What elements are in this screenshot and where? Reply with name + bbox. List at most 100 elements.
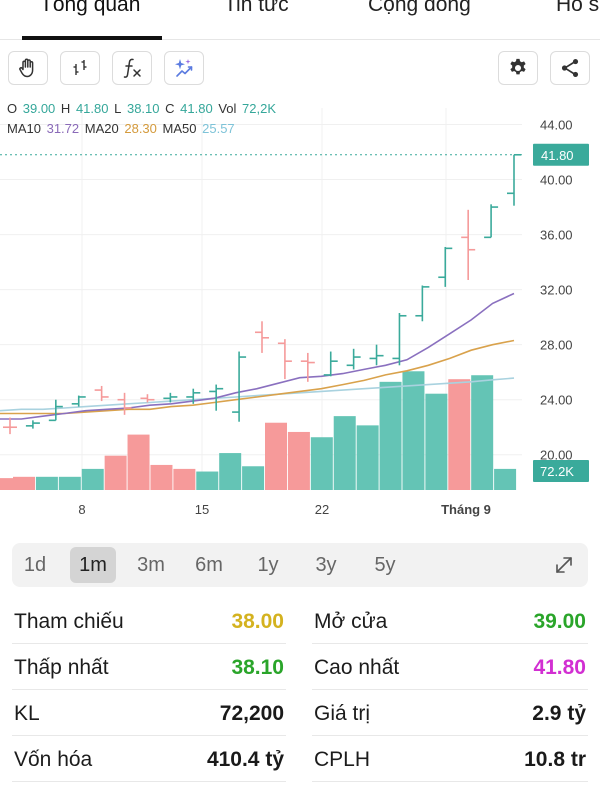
volume-bar xyxy=(448,379,471,490)
x-tick-label: 8 xyxy=(78,502,85,517)
volume-bar xyxy=(196,471,219,490)
stat-value: 38.10 xyxy=(231,656,284,679)
stat-label: Mở cửa xyxy=(314,610,388,633)
gear-icon xyxy=(510,58,526,75)
volume-bar xyxy=(242,466,265,490)
open-label: O xyxy=(7,101,18,116)
low-value: 38.10 xyxy=(126,101,160,116)
range-5y[interactable]: 5y xyxy=(374,553,396,576)
last-volume-label: 72.2K xyxy=(540,464,574,479)
ma50-value: 25.57 xyxy=(202,121,235,136)
volume-bar xyxy=(402,371,425,490)
stat-label: Tham chiếu xyxy=(14,610,124,633)
volume-bar xyxy=(173,468,196,490)
stat-value: 38.00 xyxy=(231,610,284,633)
active-tab-indicator xyxy=(22,36,162,40)
price-chart[interactable]: 44.00 40.00 36.00 32.00 28.00 24.00 20.00 41.80… xyxy=(0,98,600,528)
stat-open-price: Mở cửa 39.00 xyxy=(312,598,588,644)
candle-type-button[interactable] xyxy=(60,51,100,85)
x-tick-label: 22 xyxy=(315,502,329,517)
ohlc-readout: O 39.00 H 41.80 L 38.10 C 41.80 Vol 72,2… xyxy=(7,101,278,116)
volume-bar xyxy=(471,375,494,490)
tab-news[interactable]: Tin tức xyxy=(224,0,289,16)
hand-tool-button[interactable] xyxy=(8,51,48,85)
ma50-label: MA50 xyxy=(162,121,197,136)
close-label: C xyxy=(165,101,175,116)
candle-type-icon xyxy=(73,60,87,75)
stat-label: Cao nhất xyxy=(314,656,400,679)
low-label: L xyxy=(114,101,122,116)
stat-label: KL xyxy=(14,702,40,725)
ma10-label: MA10 xyxy=(7,121,41,136)
y-tick-label: 44.00 xyxy=(540,118,573,133)
ai-sparkle-icon xyxy=(175,59,193,77)
range-1d[interactable]: 1d xyxy=(23,553,47,576)
ai-analysis-button[interactable] xyxy=(164,51,204,85)
stat-shares-outstanding: CPLH 10.8 tr xyxy=(312,736,588,782)
volume-bar xyxy=(219,453,242,490)
stat-value: 410.4 tỷ xyxy=(206,748,284,771)
close-value: 41.80 xyxy=(180,101,213,116)
stat-high-price: Cao nhất 41.80 xyxy=(312,644,588,690)
stat-market-cap: Vốn hóa 410.4 tỷ xyxy=(12,736,286,782)
last-price-label: 41.80 xyxy=(541,148,574,163)
chart-toolbar xyxy=(0,42,600,98)
volume-bar xyxy=(310,437,333,490)
last-volume-tag xyxy=(533,460,589,482)
fullscreen-button[interactable] xyxy=(552,553,576,577)
stat-value: 41.80 xyxy=(533,656,586,679)
range-3m[interactable]: 3m xyxy=(137,553,165,576)
volume-label: Vol xyxy=(218,101,237,116)
time-range-selector: 1d 1m 3m 6m 1y 3y 5y xyxy=(12,543,588,587)
share-button[interactable] xyxy=(550,51,590,85)
volume-bar xyxy=(150,464,173,490)
volume-bar xyxy=(287,431,310,490)
y-tick-label: 36.00 xyxy=(540,228,573,243)
high-value: 41.80 xyxy=(75,101,109,116)
tab-profile[interactable]: Hồ s xyxy=(556,0,600,16)
ma20-value: 28.30 xyxy=(124,121,157,136)
range-6m[interactable]: 6m xyxy=(195,553,223,576)
x-tick-label: Tháng 9 xyxy=(441,502,491,517)
volume-bar xyxy=(356,425,379,490)
share-icon xyxy=(561,59,579,77)
stat-value: 39.00 xyxy=(533,610,586,633)
range-1m[interactable]: 1m xyxy=(70,547,116,583)
volume-bar xyxy=(81,468,104,490)
stat-trade-value: Giá trị 2.9 tỷ xyxy=(312,690,588,736)
stat-label: Vốn hóa xyxy=(14,748,93,771)
volume-bar xyxy=(494,468,517,490)
stat-label: Thấp nhất xyxy=(14,656,109,679)
function-icon xyxy=(123,58,141,78)
stat-value: 10.8 tr xyxy=(524,748,586,771)
stat-reference-price: Tham chiếu 38.00 xyxy=(12,598,286,644)
high-label: H xyxy=(60,101,71,116)
volume-bar xyxy=(35,476,58,490)
range-3y[interactable]: 3y xyxy=(315,553,337,576)
indicator-button[interactable] xyxy=(112,51,152,85)
volume-bar xyxy=(265,422,287,490)
stat-low-price: Thấp nhất 38.10 xyxy=(12,644,286,690)
ma-readout: MA10 31.72 MA20 28.30 MA50 25.57 xyxy=(7,121,237,136)
volume-bar xyxy=(425,393,448,490)
price-chart-svg[interactable]: 44.00 40.00 36.00 32.00 28.00 24.00 20.00 41.80… xyxy=(0,98,600,528)
ma10-value: 31.72 xyxy=(46,121,80,136)
expand-icon xyxy=(556,557,572,573)
ma20-line xyxy=(0,339,515,415)
chart-settings-button[interactable] xyxy=(498,51,538,85)
open-value: 39.00 xyxy=(22,101,56,116)
range-1y[interactable]: 1y xyxy=(257,553,279,576)
volume-bar xyxy=(0,478,22,490)
volume-bar xyxy=(333,416,356,490)
x-tick-label: 15 xyxy=(195,502,209,517)
tab-overview[interactable]: Tổng quan xyxy=(40,0,141,16)
ma50-line xyxy=(0,377,515,412)
ma10-line xyxy=(0,292,515,420)
volume-bar xyxy=(379,381,402,490)
stat-volume: KL 72,200 xyxy=(12,690,286,736)
tab-community[interactable]: Cộng đồng xyxy=(368,0,471,16)
volume-value: 72,2K xyxy=(242,101,277,116)
ma20-label: MA20 xyxy=(84,121,119,136)
top-tab-bar: Tổng quan Tin tức Cộng đồng Hồ s xyxy=(0,0,600,40)
hand-icon xyxy=(19,58,34,78)
